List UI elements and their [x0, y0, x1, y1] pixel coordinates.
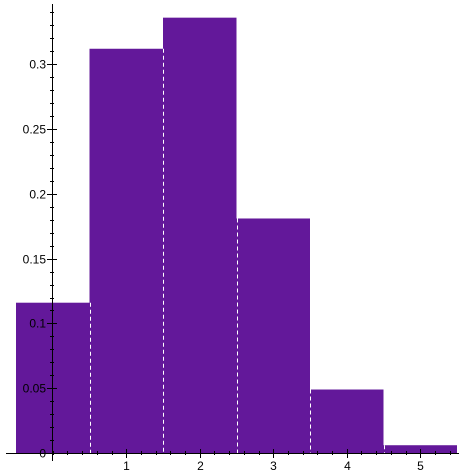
tick-labels: 0 0.05 0.1 0.15 0.2 0.25 0.3 1 2 3 4 5: [23, 58, 425, 474]
histogram-bar: [310, 389, 384, 453]
x-tick-label: 5: [417, 459, 424, 473]
bars-layer: [16, 17, 457, 454]
y-tick-label: 0: [39, 447, 46, 461]
x-tick-label: 4: [344, 459, 351, 473]
x-tick-label: 3: [270, 459, 277, 473]
y-tick-label: 0.15: [23, 253, 47, 267]
axes: [6, 4, 459, 461]
y-tick-label: 0.25: [23, 123, 47, 137]
histogram-bar: [163, 17, 237, 454]
histogram-bar: [236, 218, 310, 453]
bar-dividers: [90, 48, 385, 453]
histogram-bar: [89, 48, 163, 453]
y-tick-label: 0.05: [23, 382, 47, 396]
x-tick-label: 1: [123, 459, 130, 473]
x-tick-label: 2: [197, 459, 204, 473]
y-tick-label: 0.2: [29, 188, 46, 202]
y-tick-label: 0.3: [29, 58, 46, 72]
y-tick-label: 0.1: [29, 317, 46, 331]
